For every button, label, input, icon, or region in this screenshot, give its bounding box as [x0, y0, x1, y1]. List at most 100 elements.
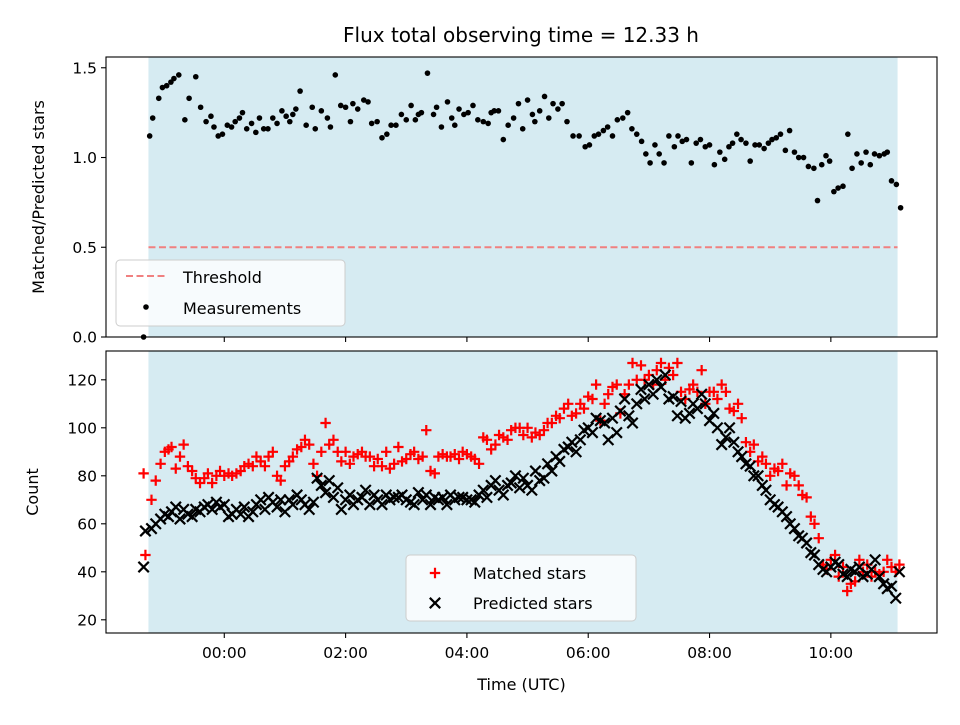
- data-point: [757, 451, 768, 462]
- y-tick-label: 80: [77, 467, 97, 485]
- data-point: [777, 131, 784, 137]
- series-matched-stars: [138, 357, 905, 597]
- data-point: [155, 95, 162, 102]
- data-point: [630, 397, 643, 410]
- data-point: [319, 486, 332, 499]
- data-point: [590, 379, 602, 390]
- data-point: [424, 498, 437, 511]
- data-point: [374, 118, 380, 125]
- data-point: [721, 156, 728, 163]
- data-point: [884, 149, 891, 155]
- data-point: [337, 102, 344, 109]
- data-point: [740, 437, 752, 448]
- data-point: [576, 133, 582, 139]
- data-point: [711, 161, 718, 168]
- data-point: [800, 154, 807, 161]
- data-point: [687, 379, 699, 390]
- data-point: [182, 117, 188, 123]
- data-point: [873, 570, 886, 583]
- data-point: [259, 461, 271, 472]
- data-point: [363, 498, 376, 511]
- data-point: [163, 82, 170, 89]
- data-point: [448, 115, 455, 121]
- data-point: [318, 108, 325, 114]
- data-point: [303, 122, 309, 129]
- data-point: [752, 469, 765, 482]
- data-point: [727, 436, 740, 449]
- data-point: [595, 131, 602, 137]
- data-point: [279, 108, 285, 114]
- data-point: [468, 496, 481, 509]
- legend-predicted-label: Predicted stars: [473, 594, 593, 613]
- y-axis-label: Count: [23, 468, 42, 516]
- data-point: [574, 433, 587, 446]
- data-point: [563, 398, 574, 409]
- data-point: [146, 494, 157, 505]
- data-point: [247, 461, 258, 472]
- data-point: [510, 115, 517, 121]
- data-point: [666, 133, 672, 139]
- data-point: [398, 111, 405, 118]
- data-point: [150, 475, 161, 486]
- data-point: [716, 379, 727, 390]
- data-point: [475, 117, 481, 123]
- data-point: [461, 111, 467, 118]
- data-point: [473, 458, 485, 469]
- data-point: [364, 451, 376, 462]
- data-point: [545, 115, 552, 121]
- data-point: [599, 398, 610, 409]
- data-point: [384, 131, 390, 137]
- legend-box: [405, 554, 637, 622]
- data-point: [166, 441, 177, 453]
- x-tick-label: 02:00: [323, 644, 368, 662]
- legend-box: [115, 259, 346, 327]
- data-point: [340, 446, 351, 457]
- y-tick-label: 60: [77, 515, 97, 533]
- data-point: [622, 409, 635, 422]
- data-point: [591, 133, 598, 139]
- data-point: [555, 106, 561, 112]
- data-point: [453, 453, 465, 465]
- data-point: [430, 111, 437, 118]
- y-tick-label: 1.5: [72, 59, 97, 77]
- data-point: [174, 451, 186, 462]
- data-point: [224, 122, 231, 129]
- data-point: [376, 498, 388, 511]
- data-point: [505, 477, 518, 489]
- data-point: [795, 154, 802, 161]
- data-point: [490, 439, 501, 450]
- data-point: [626, 417, 639, 429]
- data-point: [412, 117, 419, 123]
- data-point: [393, 441, 404, 453]
- data-point: [702, 143, 709, 150]
- data-point: [146, 133, 153, 139]
- data-point: [327, 491, 340, 504]
- data-point: [867, 161, 874, 168]
- data-point: [735, 450, 748, 463]
- data-point: [611, 379, 622, 390]
- data-point: [624, 109, 631, 116]
- data-point: [365, 99, 371, 105]
- data-point: [271, 501, 284, 513]
- data-point: [734, 131, 740, 137]
- data-point: [309, 104, 316, 111]
- data-point: [841, 570, 854, 583]
- data-point: [814, 197, 821, 204]
- data-point: [743, 140, 749, 146]
- data-point: [752, 142, 758, 148]
- data-point: [675, 133, 681, 139]
- data-point: [842, 585, 853, 597]
- data-point: [456, 106, 462, 112]
- data-point: [854, 554, 865, 565]
- data-point: [723, 421, 736, 434]
- data-point: [140, 549, 151, 561]
- data-point: [769, 136, 775, 143]
- data-point: [854, 151, 860, 157]
- data-point: [829, 549, 841, 561]
- data-point: [393, 122, 399, 129]
- data-point: [208, 113, 214, 120]
- data-point: [331, 481, 344, 494]
- data-point: [652, 142, 658, 148]
- data-point: [772, 465, 784, 477]
- data-point: [773, 134, 780, 141]
